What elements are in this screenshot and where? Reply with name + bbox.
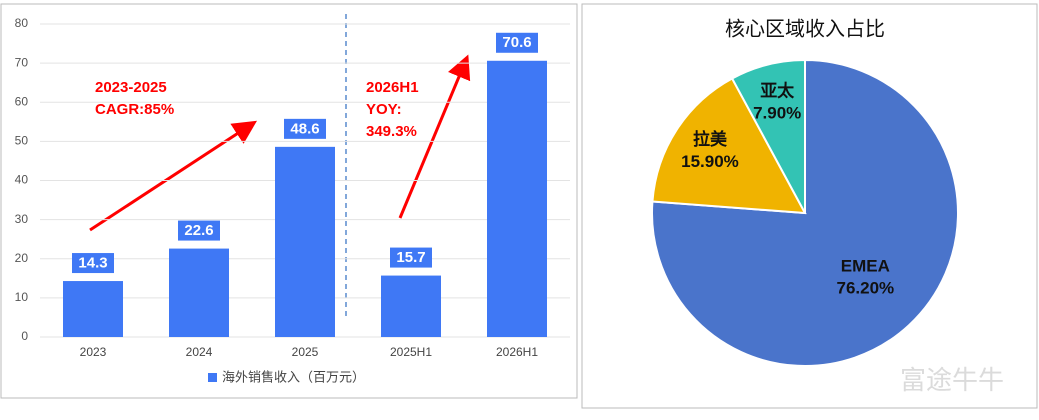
y-tick-label: 0 (21, 329, 28, 343)
slice-value: 7.90% (753, 104, 801, 123)
y-tick-label: 60 (15, 94, 29, 108)
value-label-box (178, 220, 220, 241)
annotation: 2026H1 (366, 79, 419, 96)
value-label: 22.6 (184, 222, 213, 239)
value-label-box (72, 253, 114, 274)
y-tick-label: 20 (15, 251, 29, 265)
value-label: 70.6 (502, 34, 531, 51)
y-tick-label: 30 (15, 212, 29, 226)
slice-name: 亚太 (760, 81, 795, 101)
x-tick-label: 2025H1 (390, 345, 432, 359)
pie-slice (730, 58, 806, 214)
chart-title: 核心区域收入占比 (725, 17, 885, 40)
value-label: 14.3 (78, 255, 107, 272)
pie-slice (651, 77, 807, 215)
slice-value: 76.20% (837, 279, 895, 298)
value-label-box (390, 247, 432, 268)
bar (63, 281, 123, 337)
y-tick-label: 10 (15, 290, 29, 304)
bar (487, 60, 547, 338)
x-tick-label: 2026H1 (496, 345, 538, 359)
annotation: YOY: (366, 101, 402, 118)
y-tick-label: 80 (15, 16, 29, 30)
value-label-box (496, 32, 538, 53)
arrow (89, 120, 258, 232)
x-tick-label: 2025 (292, 345, 319, 359)
slice-name: EMEA (841, 257, 890, 276)
right-frame (581, 3, 1038, 409)
legend-swatch (208, 373, 217, 382)
slice-name: 拉美 (693, 129, 728, 149)
arrow (398, 54, 471, 219)
x-tick-label: 2024 (186, 345, 213, 359)
legend-label: 海外销售收入（百万元） (222, 369, 365, 384)
left-frame (0, 3, 578, 399)
x-tick-label: 2023 (80, 345, 107, 359)
value-label-box (284, 118, 326, 139)
annotation: CAGR:85% (95, 101, 174, 118)
bar (275, 146, 335, 337)
value-label: 48.6 (290, 120, 319, 137)
y-tick-label: 40 (15, 173, 29, 187)
y-tick-label: 70 (15, 55, 29, 69)
annotation: 2023-2025 (95, 79, 167, 96)
value-label: 15.7 (396, 249, 425, 266)
y-tick-label: 50 (15, 134, 29, 148)
slice-value: 15.90% (681, 152, 739, 171)
annotation: 349.3% (366, 123, 417, 140)
bar (169, 248, 229, 337)
bar (381, 275, 441, 337)
pie-slice (651, 58, 959, 367)
watermark: 富途牛牛 (900, 365, 1004, 395)
